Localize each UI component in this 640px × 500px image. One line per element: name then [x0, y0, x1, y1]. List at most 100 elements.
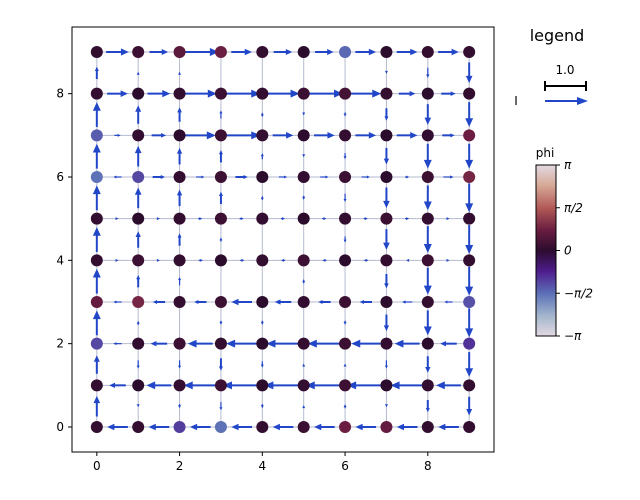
- current-arrow: [272, 423, 294, 431]
- current-arrow: [113, 175, 122, 179]
- lattice-node: [339, 421, 352, 433]
- lattice-node: [90, 46, 103, 58]
- current-arrow: [147, 90, 171, 98]
- current-arrow: [223, 381, 261, 390]
- current-arrow: [425, 356, 431, 373]
- current-arrow: [350, 89, 382, 98]
- x-tick-label: 6: [341, 459, 349, 473]
- current-arrow: [239, 258, 244, 262]
- legend-current-label: I: [514, 94, 518, 108]
- colorbar-ticks: π π/2 0 −π/2 −π: [556, 158, 593, 343]
- lattice-node: [256, 46, 269, 58]
- lattice-node: [214, 296, 227, 308]
- current-arrow: [446, 217, 450, 221]
- current-arrow: [278, 175, 288, 179]
- lattice-node: [380, 379, 393, 392]
- current-arrow: [266, 89, 300, 98]
- lattice-node: [339, 129, 352, 142]
- lattice-node: [256, 337, 269, 350]
- lattice-node: [173, 379, 186, 392]
- lattice-node: [421, 46, 434, 58]
- current-arrow: [343, 153, 347, 160]
- current-arrow: [134, 187, 142, 209]
- current-arrow: [176, 147, 183, 165]
- lattice-node: [173, 87, 186, 100]
- current-arrow: [136, 71, 140, 75]
- lattice-node: [380, 171, 393, 183]
- current-arrow: [423, 310, 432, 336]
- current-arrow: [425, 399, 430, 413]
- current-arrow: [135, 231, 141, 248]
- x-axis-ticks: 0 2 4 6 8: [93, 452, 432, 473]
- lattice-node: [339, 87, 352, 100]
- phase-nodes: [90, 46, 476, 433]
- current-arrow: [398, 91, 416, 97]
- lattice-node: [214, 87, 227, 100]
- lattice-node: [214, 46, 227, 58]
- lattice-node: [173, 254, 186, 267]
- lattice-node: [256, 171, 269, 183]
- current-arrow: [150, 341, 168, 347]
- current-arrow: [235, 175, 248, 179]
- lattice-node: [214, 171, 227, 183]
- current-arrow: [363, 258, 368, 262]
- current-arrow: [178, 71, 182, 75]
- lattice-node: [463, 296, 476, 308]
- current-arrow: [343, 404, 347, 409]
- lattice-node: [421, 379, 434, 392]
- lattice-node: [132, 421, 145, 433]
- lattice-node: [421, 337, 434, 350]
- colorbar-tick-label: π/2: [564, 201, 583, 215]
- lattice-node: [132, 129, 145, 142]
- current-arrow: [156, 217, 160, 221]
- current-arrow: [465, 352, 474, 377]
- current-arrow: [322, 217, 327, 221]
- current-arrow: [423, 143, 432, 169]
- lattice-node: [463, 379, 476, 392]
- current-arrow: [383, 147, 390, 165]
- current-arrow: [260, 361, 264, 368]
- lattice-node: [132, 171, 145, 183]
- current-arrow: [396, 423, 418, 431]
- current-arrow: [136, 274, 141, 288]
- lattice-node: [90, 421, 103, 433]
- current-arrow: [406, 258, 410, 262]
- current-arrow: [405, 175, 410, 179]
- current-arrow: [219, 402, 223, 411]
- current-arrow: [466, 396, 473, 416]
- current-arrow: [92, 185, 101, 211]
- lattice-node: [173, 171, 186, 183]
- lattice-node: [339, 171, 352, 183]
- current-arrow: [280, 258, 286, 262]
- current-arrow: [343, 363, 347, 367]
- current-arrow: [394, 339, 420, 348]
- lattice-node: [339, 254, 352, 267]
- lattice-node: [380, 296, 393, 308]
- current-arrow: [181, 48, 219, 56]
- colorbar-tick-label: π: [564, 158, 572, 172]
- current-arrow: [465, 143, 474, 169]
- current-arrow: [93, 395, 101, 417]
- current-arrow: [176, 189, 183, 207]
- current-arrow: [239, 217, 244, 221]
- current-arrow: [384, 360, 388, 369]
- lattice-node: [90, 129, 103, 142]
- current-arrow: [152, 300, 166, 304]
- lattice-node: [173, 337, 186, 350]
- current-arrow: [266, 339, 300, 348]
- current-arrow: [305, 89, 343, 98]
- current-arrow: [347, 381, 385, 390]
- current-arrow: [177, 233, 182, 246]
- current-arrow: [384, 273, 389, 289]
- current-arrow: [114, 133, 121, 137]
- x-tick-label: 4: [258, 459, 266, 473]
- legend-scale-bar: [544, 81, 587, 91]
- current-arrow: [361, 175, 370, 179]
- lattice-node: [173, 129, 186, 142]
- current-arrow: [280, 217, 286, 221]
- current-arrow: [363, 217, 368, 221]
- current-arrow: [320, 175, 329, 179]
- lattice-node: [421, 171, 434, 183]
- current-arrow: [151, 133, 167, 138]
